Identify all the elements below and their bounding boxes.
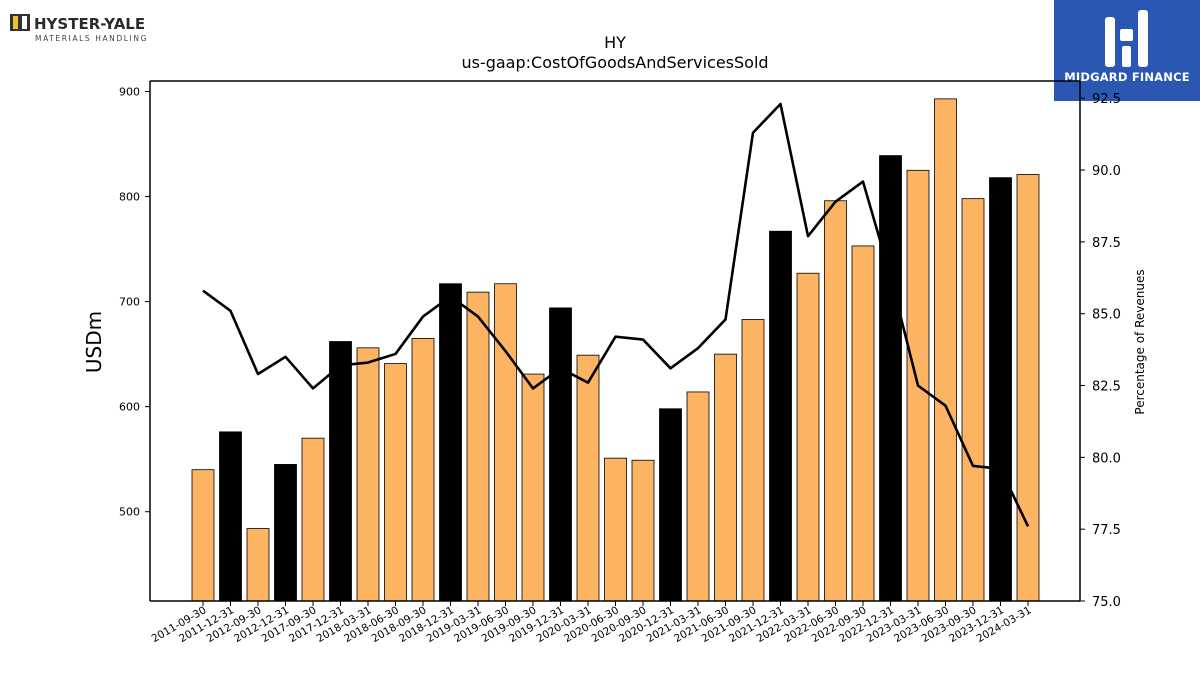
bar-2018-12-31	[439, 283, 462, 602]
bar-2020-03-31	[576, 354, 600, 602]
percentage-line	[202, 102, 1030, 527]
y2-tick-label: 92.5	[1092, 92, 1121, 107]
bar-2019-03-31	[466, 291, 490, 602]
bar-2022-03-31	[796, 272, 820, 602]
y2-tick-label: 90.0	[1092, 164, 1121, 179]
y-tick-label: 500	[119, 506, 140, 519]
logo-left-subtitle: MATERIALS HANDLING	[35, 34, 148, 43]
bar-2022-09-30	[851, 245, 875, 602]
y2-tick-label: 87.5	[1092, 236, 1121, 251]
y-tick-label: 900	[119, 86, 140, 99]
y-tick-label: 800	[119, 191, 140, 204]
midgard-logo-mark-icon	[1105, 10, 1148, 67]
logo-right-name: MIDGARD FINANCE	[1064, 70, 1190, 84]
bar-2018-06-30	[384, 363, 407, 602]
bar-2019-06-30	[494, 283, 517, 602]
chart-subtitle: us-gaap:CostOfGoodsAndServicesSold	[461, 53, 768, 72]
chart-axes	[149, 80, 1081, 602]
line-series	[202, 102, 1030, 527]
bar-2019-12-31	[549, 307, 572, 602]
bar-2021-06-30	[714, 353, 737, 602]
bar-2019-09-30	[521, 373, 545, 602]
hyster-yale-logo-graphic: HYSTER-YALE MATERIALS HANDLING	[10, 14, 148, 43]
bar-2022-06-30	[824, 200, 847, 602]
bar-2012-09-30	[246, 528, 270, 602]
bar-2021-03-31	[686, 391, 710, 602]
bar-2020-09-30	[631, 459, 655, 602]
bar-2017-09-30	[301, 437, 325, 602]
bar-series	[191, 98, 1040, 602]
bar-2023-09-30	[961, 198, 985, 602]
y2-tick-label: 85.0	[1092, 308, 1121, 323]
bar-2021-12-31	[769, 230, 792, 602]
bar-2022-12-31	[879, 155, 902, 602]
y2-tick-label: 75.0	[1092, 595, 1121, 610]
y-axis-label: USDm	[82, 311, 106, 373]
bar-2021-09-30	[741, 319, 765, 602]
y2-axis-label: Percentage of Revenues	[1133, 269, 1147, 414]
bar-2011-09-30	[191, 469, 215, 602]
chart-title: HY	[604, 33, 626, 52]
bar-2023-06-30	[934, 98, 957, 602]
bar-2020-12-31	[659, 408, 682, 602]
bar-2018-09-30	[411, 337, 435, 602]
bar-2023-12-31	[989, 177, 1012, 602]
bar-2020-06-30	[604, 457, 627, 602]
y2-tick-label: 77.5	[1092, 523, 1121, 538]
bar-2012-12-31	[274, 464, 297, 602]
bar-2024-03-31	[1016, 174, 1040, 602]
midgard-finance-logo: MIDGARD FINANCE	[1054, 0, 1200, 101]
logo-left-name: HYSTER-YALE	[34, 15, 145, 33]
y-tick-label: 700	[119, 296, 140, 309]
y2-tick-label: 80.0	[1092, 451, 1121, 466]
bar-2017-12-31	[329, 341, 352, 602]
y-tick-label: 600	[119, 401, 140, 414]
bar-2018-03-31	[356, 347, 380, 602]
hyster-yale-logo: HYSTER-YALE MATERIALS HANDLING	[8, 10, 158, 46]
bar-2011-12-31	[219, 431, 242, 602]
y2-tick-label: 82.5	[1092, 380, 1121, 395]
